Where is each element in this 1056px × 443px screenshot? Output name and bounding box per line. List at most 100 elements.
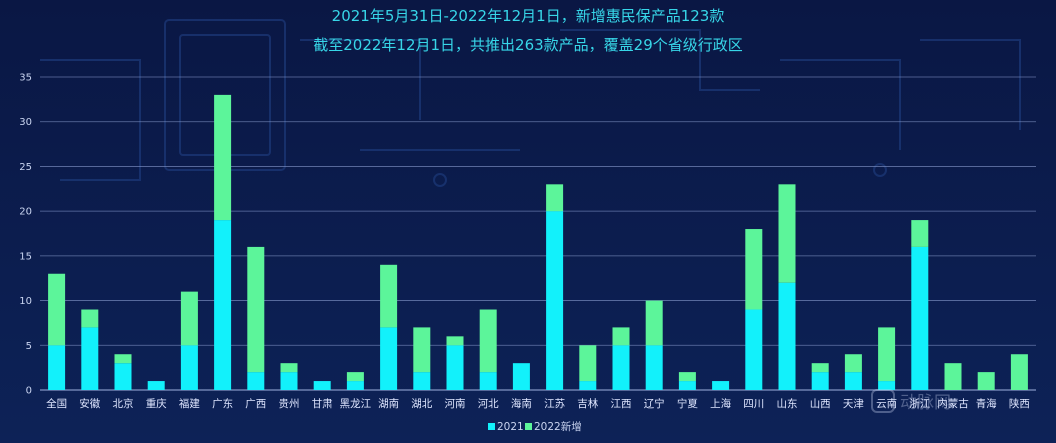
- bar-2021-16: [579, 381, 597, 390]
- x-category-label: 江苏: [544, 397, 565, 410]
- x-category-label: 四川: [743, 398, 764, 410]
- bar-2021-14: [512, 363, 530, 390]
- x-category-label: 辽宁: [644, 397, 665, 410]
- y-axis-ticks: 0 5 10 15 20 25 30 35: [19, 73, 32, 397]
- x-category-label: 北京: [113, 397, 134, 410]
- watermark: 动脉网: [871, 389, 951, 413]
- y-tick-label: 25: [19, 162, 32, 173]
- bar-2021-3: [147, 381, 165, 390]
- bar-2022-1: [81, 309, 99, 328]
- bar-2021-7: [280, 372, 298, 390]
- x-category-label: 山西: [810, 398, 831, 410]
- bar-2022-9: [346, 372, 364, 382]
- x-category-label: 宁夏: [677, 397, 698, 410]
- bar-2021-6: [247, 372, 265, 390]
- x-category-label: 天津: [843, 398, 864, 410]
- bar-2022-11: [413, 327, 431, 373]
- bar-2021-26: [911, 246, 929, 390]
- bar-2022-29: [1010, 354, 1028, 390]
- bar-2021-15: [546, 211, 564, 390]
- y-tick-label: 10: [19, 296, 32, 307]
- watermark-logo-icon: [871, 389, 895, 413]
- x-category-label: 福建: [179, 397, 200, 410]
- x-category-label: 上海: [710, 397, 731, 410]
- x-category-label: 黑龙江: [340, 397, 372, 410]
- bar-2021-25: [878, 381, 896, 390]
- bar-2021-11: [413, 372, 431, 390]
- x-category-label: 湖北: [411, 398, 432, 410]
- bar-2022-25: [878, 327, 896, 382]
- x-category-label: 河北: [478, 398, 499, 410]
- x-category-label: 海南: [511, 397, 532, 410]
- bar-2022-15: [546, 184, 564, 212]
- y-tick-label: 0: [26, 386, 32, 397]
- bar-2022-24: [844, 354, 862, 373]
- legend-swatch-2021: [488, 423, 495, 430]
- bar-2022-19: [678, 372, 696, 382]
- bar-2021-4: [180, 345, 198, 390]
- x-category-label: 浙江: [909, 398, 930, 410]
- legend-label-2021: 2021: [497, 421, 524, 433]
- x-axis-categories: 全国 安徽 北京 重庆 福建 广东 广西 贵州 甘肃 黑龙江 湖南 湖北 河南 河北 海南 江苏 吉林 江西 辽宁宁…: [46, 397, 1030, 410]
- y-tick-label: 15: [19, 251, 32, 262]
- bar-2022-26: [911, 220, 929, 247]
- bar-2021-5: [214, 220, 232, 390]
- x-category-label: 广东: [212, 397, 233, 410]
- bar-2021-18: [645, 345, 663, 390]
- y-tick-label: 20: [19, 207, 32, 218]
- y-tick-label: 30: [19, 117, 32, 128]
- watermark-text: 动脉网: [900, 393, 951, 413]
- bar-2022-13: [479, 309, 497, 373]
- x-category-label: 甘肃: [312, 397, 333, 410]
- x-category-label: 河南: [445, 397, 466, 410]
- bar-2021-13: [479, 372, 497, 390]
- x-category-label: 青海: [976, 397, 997, 410]
- legend-swatch-2022: [525, 423, 532, 430]
- bar-2022-27: [944, 363, 962, 390]
- bar-2021-9: [346, 381, 364, 390]
- bar-2021-17: [612, 345, 630, 390]
- bar-2022-5: [214, 94, 232, 221]
- x-category-label: 内蒙古: [937, 397, 969, 410]
- bar-2022-22: [778, 184, 796, 283]
- bars: [48, 94, 1028, 390]
- bar-2022-21: [745, 229, 763, 310]
- bar-2021-0: [48, 345, 66, 390]
- y-tick-label: 5: [26, 341, 32, 352]
- bar-2022-23: [811, 363, 829, 373]
- x-category-label: 重庆: [146, 397, 167, 410]
- bar-2021-10: [380, 327, 398, 390]
- chart-title: 2021年5月31日-2022年12月1日，新增惠民保产品123款: [332, 7, 725, 25]
- x-category-label: 湖南: [378, 397, 399, 410]
- x-category-label: 全国: [46, 397, 67, 410]
- x-category-label: 江西: [611, 398, 632, 410]
- bar-2021-24: [844, 372, 862, 390]
- x-category-label: 陕西: [1009, 397, 1030, 410]
- bar-2021-12: [446, 345, 464, 390]
- x-category-label: 安徽: [79, 397, 100, 410]
- chart-subtitle: 截至2022年12月1日，共推出263款产品，覆盖29个省级行政区: [313, 36, 743, 54]
- bar-2022-18: [645, 300, 663, 346]
- bar-2022-28: [977, 372, 995, 390]
- legend-label-2022: 2022新增: [534, 420, 582, 433]
- bar-2022-7: [280, 363, 298, 373]
- bar-2021-1: [81, 327, 99, 390]
- bar-2021-23: [811, 372, 829, 390]
- x-category-label: 山东: [777, 397, 798, 410]
- bar-2022-4: [180, 291, 198, 346]
- grid-lines: [40, 76, 1036, 346]
- x-category-label: 贵州: [279, 397, 300, 410]
- legend: 2021 2022新增: [488, 420, 582, 433]
- bar-2021-21: [745, 309, 763, 390]
- bar-2022-2: [114, 354, 132, 364]
- bar-2022-16: [579, 345, 597, 382]
- bar-2021-8: [313, 381, 331, 390]
- bar-2021-19: [678, 381, 696, 390]
- y-tick-label: 35: [19, 73, 32, 84]
- bar-2022-17: [612, 327, 630, 346]
- x-category-label: 吉林: [577, 397, 598, 410]
- bar-2022-6: [247, 246, 265, 373]
- bar-2022-0: [48, 273, 66, 346]
- bar-2022-12: [446, 336, 464, 346]
